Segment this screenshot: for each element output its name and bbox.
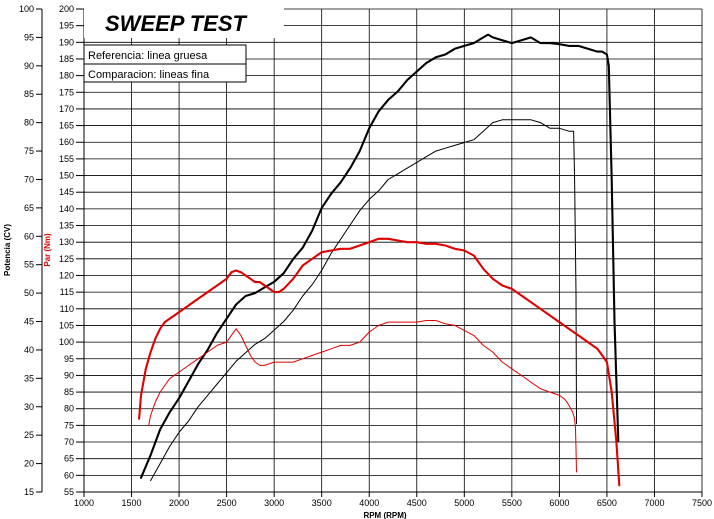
power-tick-label: 35 [24, 373, 34, 383]
x-axis-title: RPM (RPM) [363, 511, 406, 519]
x-tick-label: 5000 [454, 498, 474, 508]
power-tick-label: 60 [24, 231, 34, 241]
power-tick-label: 20 [24, 459, 34, 469]
torque-tick-label: 165 [59, 121, 74, 131]
x-tick-label: 4000 [359, 498, 379, 508]
legend-item-comparison: Comparacion: lineas fina [88, 69, 210, 81]
torque-tick-label: 85 [64, 387, 74, 397]
power-tick-label: 30 [24, 402, 34, 412]
torque-tick-label: 180 [59, 71, 74, 81]
power-tick-label: 85 [24, 89, 34, 99]
torque-tick-label: 65 [64, 454, 74, 464]
torque-tick-label: 140 [59, 204, 74, 214]
series-line-power-thin [150, 119, 577, 482]
torque-tick-label: 200 [59, 4, 74, 14]
x-tick-label: 2000 [169, 498, 189, 508]
power-tick-label: 65 [24, 203, 34, 213]
series-line-power-thick [139, 33, 620, 479]
torque-tick-label: 160 [59, 137, 74, 147]
series-line-torque-thick [138, 237, 621, 487]
power-tick-label: 100 [19, 4, 34, 14]
torque-tick-label: 135 [59, 221, 74, 231]
power-tick-label: 55 [24, 260, 34, 270]
power-tick-label: 40 [24, 345, 34, 355]
plot-area [138, 33, 621, 487]
torque-tick-label: 115 [60, 287, 74, 297]
power-tick-label: 80 [24, 118, 34, 128]
torque-tick-label: 155 [59, 154, 74, 164]
x-tick-label: 2500 [217, 498, 237, 508]
x-tick-label: 3000 [264, 498, 284, 508]
x-tick-label: 1500 [122, 498, 142, 508]
legend-item-reference: Referencia: linea gruesa [88, 50, 208, 62]
left-axes: 15 20 25 30 35 40 45 50 55 60 65 70 75 80 85 90 95 100 55 6… [19, 4, 85, 497]
grid [83, 8, 703, 493]
series-line-torque-thin [148, 320, 577, 473]
x-tick-label: 4500 [407, 498, 427, 508]
torque-tick-label: 150 [59, 171, 74, 181]
x-tick-label: 3500 [312, 498, 332, 508]
title-backdrop [84, 8, 284, 38]
torque-tick-label: 190 [59, 37, 74, 47]
power-tick-label: 90 [24, 61, 34, 71]
torque-tick-label: 130 [59, 237, 74, 247]
x-tick-label: 7500 [692, 498, 712, 508]
torque-tick-label: 55 [64, 487, 74, 497]
torque-tick-label: 105 [59, 320, 74, 330]
power-tick-label: 95 [24, 32, 34, 42]
torque-tick-label: 60 [64, 470, 74, 480]
x-tick-label: 7000 [644, 498, 664, 508]
power-axis-title: Potencia (CV) [3, 224, 12, 276]
torque-tick-label: 195 [59, 21, 74, 31]
torque-tick-label: 80 [64, 404, 74, 414]
power-tick-label: 25 [24, 430, 34, 440]
power-tick-label: 70 [24, 174, 34, 184]
x-tick-label: 5500 [502, 498, 522, 508]
power-tick-label: 15 [24, 487, 34, 497]
torque-tick-label: 145 [59, 187, 74, 197]
torque-tick-label: 90 [64, 370, 74, 380]
torque-tick-label: 70 [64, 437, 74, 447]
torque-tick-label: 125 [59, 254, 74, 264]
torque-tick-label: 95 [64, 354, 74, 364]
torque-tick-label: 175 [59, 87, 74, 97]
legend: Referencia: linea gruesa Comparacion: li… [83, 44, 247, 83]
torque-tick-label: 100 [59, 337, 74, 347]
power-tick-label: 75 [24, 146, 34, 156]
torque-tick-label: 75 [64, 420, 74, 430]
torque-tick-label: 185 [59, 54, 74, 64]
torque-tick-label: 120 [59, 270, 74, 280]
x-axis: 1000 1500 2000 2500 3000 3500 4000 4500 5000 5500… [74, 491, 712, 508]
torque-tick-label: 170 [59, 104, 74, 114]
chart-title: SWEEP TEST [105, 11, 248, 36]
torque-axis-title: Par (Nm) [43, 233, 52, 267]
torque-tick-label: 110 [60, 304, 74, 314]
x-tick-label: 6500 [597, 498, 617, 508]
power-tick-label: 50 [24, 288, 34, 298]
x-tick-label: 1000 [74, 498, 94, 508]
x-tick-label: 6000 [549, 498, 569, 508]
power-tick-label: 45 [24, 317, 34, 327]
